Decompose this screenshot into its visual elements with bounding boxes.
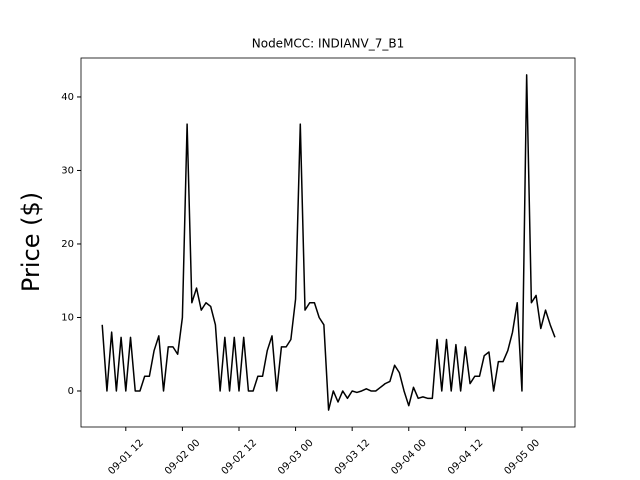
x-tick-label: 09-02 12 [220, 438, 260, 478]
x-tick-label: 09-04 12 [446, 438, 486, 478]
y-tick-label: 30 [61, 165, 74, 176]
chart-title: NodeMCC: INDIANV_7_B1 [252, 37, 404, 51]
price-line [101, 74, 556, 411]
y-tick-label: 10 [61, 312, 74, 323]
x-tick-label: 09-04 00 [389, 438, 429, 478]
y-tick-label: 0 [68, 386, 74, 397]
plot-frame [80, 57, 576, 428]
y-tick-label: 20 [61, 239, 74, 250]
x-tick-label: 09-01 12 [106, 438, 146, 478]
y-tick-label: 40 [61, 92, 74, 103]
x-tick-label: 09-02 00 [163, 438, 203, 478]
x-tick-label: 09-03 00 [276, 438, 316, 478]
x-tick-label: 09-05 00 [503, 438, 543, 478]
y-axis-label: Price ($) [17, 192, 45, 292]
x-tick-label: 09-03 12 [333, 438, 373, 478]
